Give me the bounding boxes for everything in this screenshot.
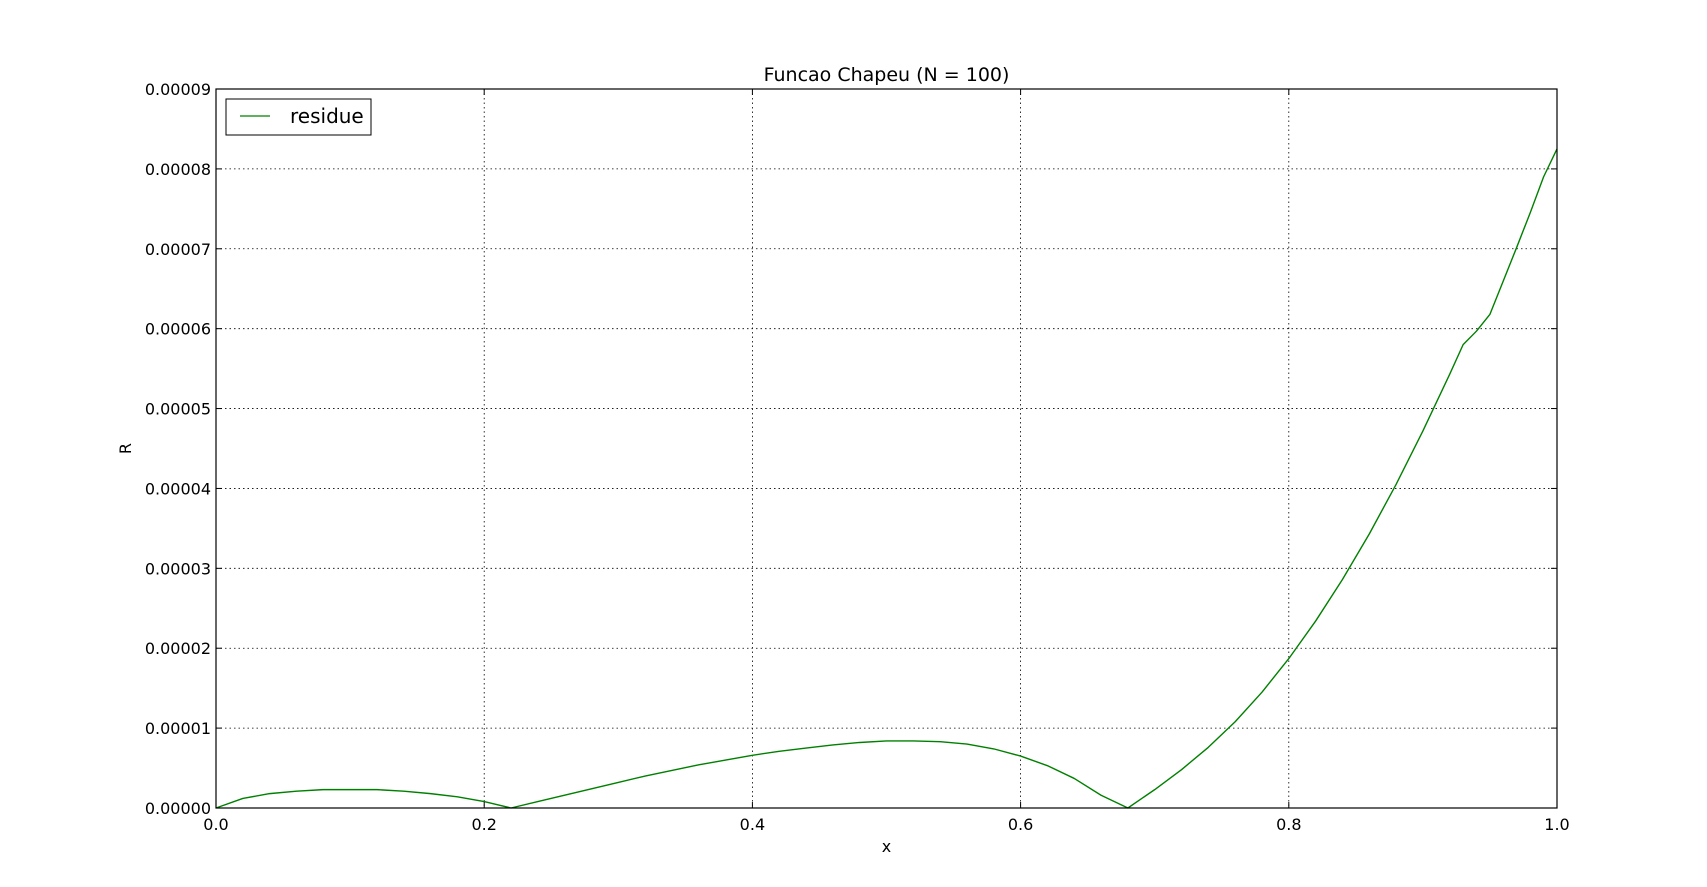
chart-title: Funcao Chapeu (N = 100) (764, 64, 1010, 86)
legend-entry-residue: residue (290, 104, 364, 128)
y-tick-label: 0.00009 (145, 80, 211, 99)
y-tick-label: 0.00002 (145, 639, 211, 658)
legend: residue (225, 98, 372, 136)
x-tick-label: 0.4 (740, 815, 765, 834)
x-tick-label: 1.0 (1544, 815, 1569, 834)
x-tick-label: 0.8 (1276, 815, 1301, 834)
x-axis-label: x (882, 837, 891, 856)
y-tick-label: 0.00006 (145, 320, 211, 339)
legend-box (225, 98, 372, 136)
y-tick-label: 0.00005 (145, 400, 211, 419)
x-tick-label: 0.2 (471, 815, 496, 834)
x-tick-label: 0.0 (203, 815, 228, 834)
y-axis-label: R (116, 443, 135, 454)
ticks: 0.0 0.2 0.4 0.6 0.8 1.0 0.00000 0.00001 0.00002 0… (145, 80, 1570, 834)
y-tick-label: 0.00003 (145, 559, 211, 578)
y-tick-label: 0.00007 (145, 240, 211, 259)
series-layer (215, 148, 1558, 809)
series-line-residue (215, 148, 1558, 809)
y-tick-label: 0.00004 (145, 479, 211, 498)
plot-frame (215, 88, 1558, 809)
x-tick-label: 0.6 (1008, 815, 1033, 834)
y-tick-label: 0.00008 (145, 160, 211, 179)
y-tick-label: 0.00001 (145, 719, 211, 738)
y-tick-label: 0.00000 (145, 799, 211, 818)
